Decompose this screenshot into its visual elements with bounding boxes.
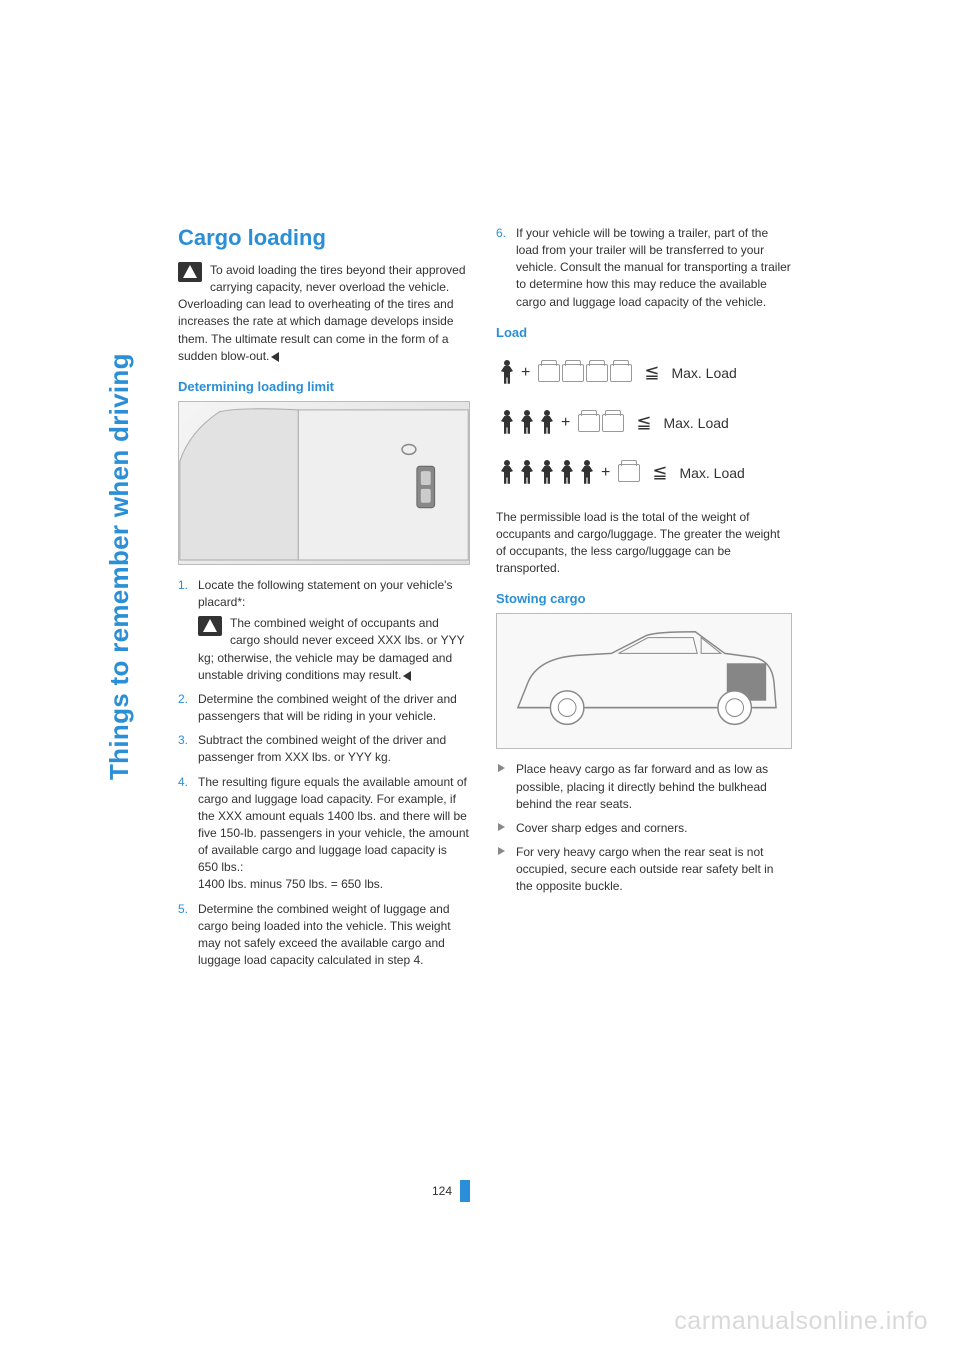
person-icon (521, 410, 533, 436)
box-icon (586, 364, 608, 382)
step-1-intro: Locate the following statement on your v… (198, 578, 452, 609)
step-3-text: Subtract the combined weight of the driv… (198, 733, 446, 764)
page-marker (460, 1180, 470, 1202)
step-4: 4. The resulting figure equals the avail… (178, 774, 470, 894)
max-load-label: Max. Load (663, 415, 728, 431)
page-number: 124 (432, 1184, 452, 1198)
plus-icon: + (601, 464, 610, 482)
step-5-text: Determine the combined weight of luggage… (198, 902, 451, 967)
plus-icon: + (561, 414, 570, 432)
box-icon (618, 464, 640, 482)
max-load-label: Max. Load (671, 365, 736, 381)
load-row-2: + ≦ Max. Load (497, 398, 791, 448)
end-mark-icon (271, 352, 279, 362)
page-content: Cargo loading To avoid loading the tires… (178, 225, 858, 976)
end-mark-icon (403, 671, 411, 681)
person-icon (581, 460, 593, 486)
box-icon (610, 364, 632, 382)
step-1: 1. Locate the following statement on you… (178, 577, 470, 684)
leq-icon: ≦ (652, 462, 667, 483)
heading-load: Load (496, 325, 792, 340)
step-2-text: Determine the combined weight of the dri… (198, 692, 457, 723)
stowing-list: Place heavy cargo as far forward and as … (496, 761, 792, 895)
steps-list: 1. Locate the following statement on you… (178, 577, 470, 969)
warning-overload-text: To avoid loading the tires beyond their … (178, 263, 466, 363)
box-icon (602, 414, 624, 432)
person-icon (501, 460, 513, 486)
box-icon (578, 414, 600, 432)
step-number: 4. (178, 774, 188, 791)
step-1-warning: The combined weight of occupants and car… (198, 615, 470, 684)
step-6: 6. If your vehicle will be towing a trai… (496, 225, 792, 311)
step-4-calc: 1400 lbs. minus 750 lbs. = 650 lbs. (198, 877, 383, 891)
steps-list-cont: 6. If your vehicle will be towing a trai… (496, 225, 792, 311)
person-icon (501, 360, 513, 386)
warning-icon (178, 262, 202, 282)
box-icon (538, 364, 560, 382)
max-load-label: Max. Load (679, 465, 744, 481)
step-number: 1. (178, 577, 188, 594)
stowing-item-2: Cover sharp edges and corners. (496, 820, 792, 837)
step-number: 3. (178, 732, 188, 749)
figure-door-placard (178, 401, 470, 565)
load-row-3: + ≦ Max. Load (497, 448, 791, 498)
left-column: Cargo loading To avoid loading the tires… (178, 225, 470, 976)
warning-overload: To avoid loading the tires beyond their … (178, 262, 470, 365)
stowing-item-1: Place heavy cargo as far forward and as … (496, 761, 792, 812)
person-icon (521, 460, 533, 486)
heading-cargo-loading: Cargo loading (178, 225, 470, 251)
load-description: The permissible load is the total of the… (496, 509, 792, 578)
heading-stowing-cargo: Stowing cargo (496, 591, 792, 606)
watermark: carmanualsonline.info (674, 1307, 928, 1336)
plus-icon: + (521, 364, 530, 382)
step-3: 3. Subtract the combined weight of the d… (178, 732, 470, 766)
person-icon (541, 460, 553, 486)
heading-determining-limit: Determining loading limit (178, 379, 470, 394)
person-icon (501, 410, 513, 436)
leq-icon: ≦ (644, 362, 659, 383)
person-icon (541, 410, 553, 436)
step-2: 2. Determine the combined weight of the … (178, 691, 470, 725)
step-1-warning-text: The combined weight of occupants and car… (198, 616, 464, 681)
person-icon (561, 460, 573, 486)
step-number: 2. (178, 691, 188, 708)
box-icon (562, 364, 584, 382)
figure-load-diagram: + ≦ Max. Load + ≦ (496, 347, 792, 499)
leq-icon: ≦ (636, 412, 651, 433)
step-number: 5. (178, 901, 188, 918)
figure-car-cargo (496, 613, 792, 749)
stowing-item-3: For very heavy cargo when the rear seat … (496, 844, 792, 895)
step-6-text: If your vehicle will be towing a trailer… (516, 226, 791, 309)
right-column: 6. If your vehicle will be towing a trai… (496, 225, 792, 976)
warning-icon (198, 616, 222, 636)
step-5: 5. Determine the combined weight of lugg… (178, 901, 470, 970)
step-4-text: The resulting figure equals the availabl… (198, 775, 469, 875)
step-number: 6. (496, 225, 506, 242)
section-sidebar-title: Things to remember when driving (104, 353, 135, 780)
load-row-1: + ≦ Max. Load (497, 348, 791, 398)
